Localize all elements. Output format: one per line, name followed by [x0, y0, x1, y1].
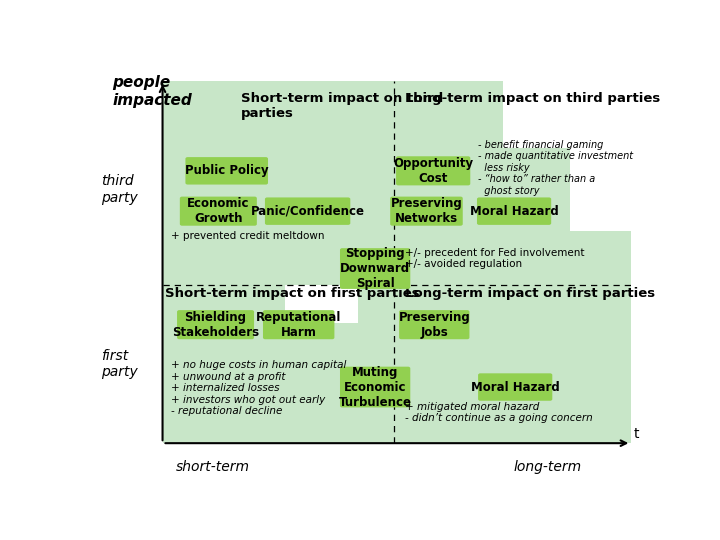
- Text: Stopping
Downward
Spiral: Stopping Downward Spiral: [340, 247, 410, 290]
- FancyBboxPatch shape: [263, 310, 334, 339]
- Text: Panic/Confidence: Panic/Confidence: [251, 205, 364, 218]
- Text: + no huge costs in human capital
+ unwound at a profit
+ internalized losses
+ i: + no huge costs in human capital + unwou…: [171, 360, 346, 416]
- Polygon shape: [163, 248, 631, 443]
- Text: first
party: first party: [101, 349, 138, 379]
- Text: Economic
Growth: Economic Growth: [187, 197, 250, 225]
- Text: Preserving
Jobs: Preserving Jobs: [398, 310, 470, 339]
- Text: Opportunity
Cost: Opportunity Cost: [393, 157, 473, 185]
- FancyBboxPatch shape: [396, 156, 470, 185]
- FancyBboxPatch shape: [186, 157, 268, 185]
- Text: Reputational
Harm: Reputational Harm: [256, 310, 341, 339]
- FancyBboxPatch shape: [177, 310, 254, 339]
- Text: Long-term impact on third parties: Long-term impact on third parties: [405, 92, 660, 105]
- Text: +/- precedent for Fed involvement
+/- avoided regulation: +/- precedent for Fed involvement +/- av…: [405, 248, 585, 269]
- FancyBboxPatch shape: [399, 310, 469, 339]
- Text: + prevented credit meltdown: + prevented credit meltdown: [171, 231, 325, 241]
- Text: t: t: [634, 427, 639, 441]
- Text: Public Policy: Public Policy: [185, 164, 269, 177]
- Text: Moral Hazard: Moral Hazard: [469, 205, 559, 218]
- FancyBboxPatch shape: [477, 198, 552, 225]
- FancyBboxPatch shape: [390, 197, 463, 226]
- Polygon shape: [163, 82, 631, 285]
- Text: third
party: third party: [101, 174, 138, 205]
- Text: Shielding
Stakeholders: Shielding Stakeholders: [172, 310, 259, 339]
- FancyBboxPatch shape: [180, 197, 257, 226]
- Text: + mitigated moral hazard
- didn’t continue as a going concern: + mitigated moral hazard - didn’t contin…: [405, 402, 593, 423]
- Text: Short-term impact on third
parties: Short-term impact on third parties: [240, 92, 443, 120]
- Text: Preserving
Networks: Preserving Networks: [390, 197, 462, 225]
- FancyBboxPatch shape: [265, 198, 351, 225]
- FancyBboxPatch shape: [478, 373, 552, 401]
- Text: people
impacted: people impacted: [112, 75, 192, 107]
- Text: long-term: long-term: [513, 461, 582, 474]
- FancyBboxPatch shape: [340, 367, 410, 407]
- Text: Long-term impact on first parties: Long-term impact on first parties: [405, 287, 655, 300]
- Text: Muting
Economic
Turbulence: Muting Economic Turbulence: [338, 366, 412, 409]
- Text: short-term: short-term: [176, 461, 250, 474]
- Text: Moral Hazard: Moral Hazard: [471, 381, 559, 394]
- FancyBboxPatch shape: [340, 248, 410, 289]
- Text: Short-term impact on first parties: Short-term impact on first parties: [166, 287, 420, 300]
- Text: - benefit financial gaming
- made quantitative investment
  less risky
- “how to: - benefit financial gaming - made quanti…: [478, 140, 633, 196]
